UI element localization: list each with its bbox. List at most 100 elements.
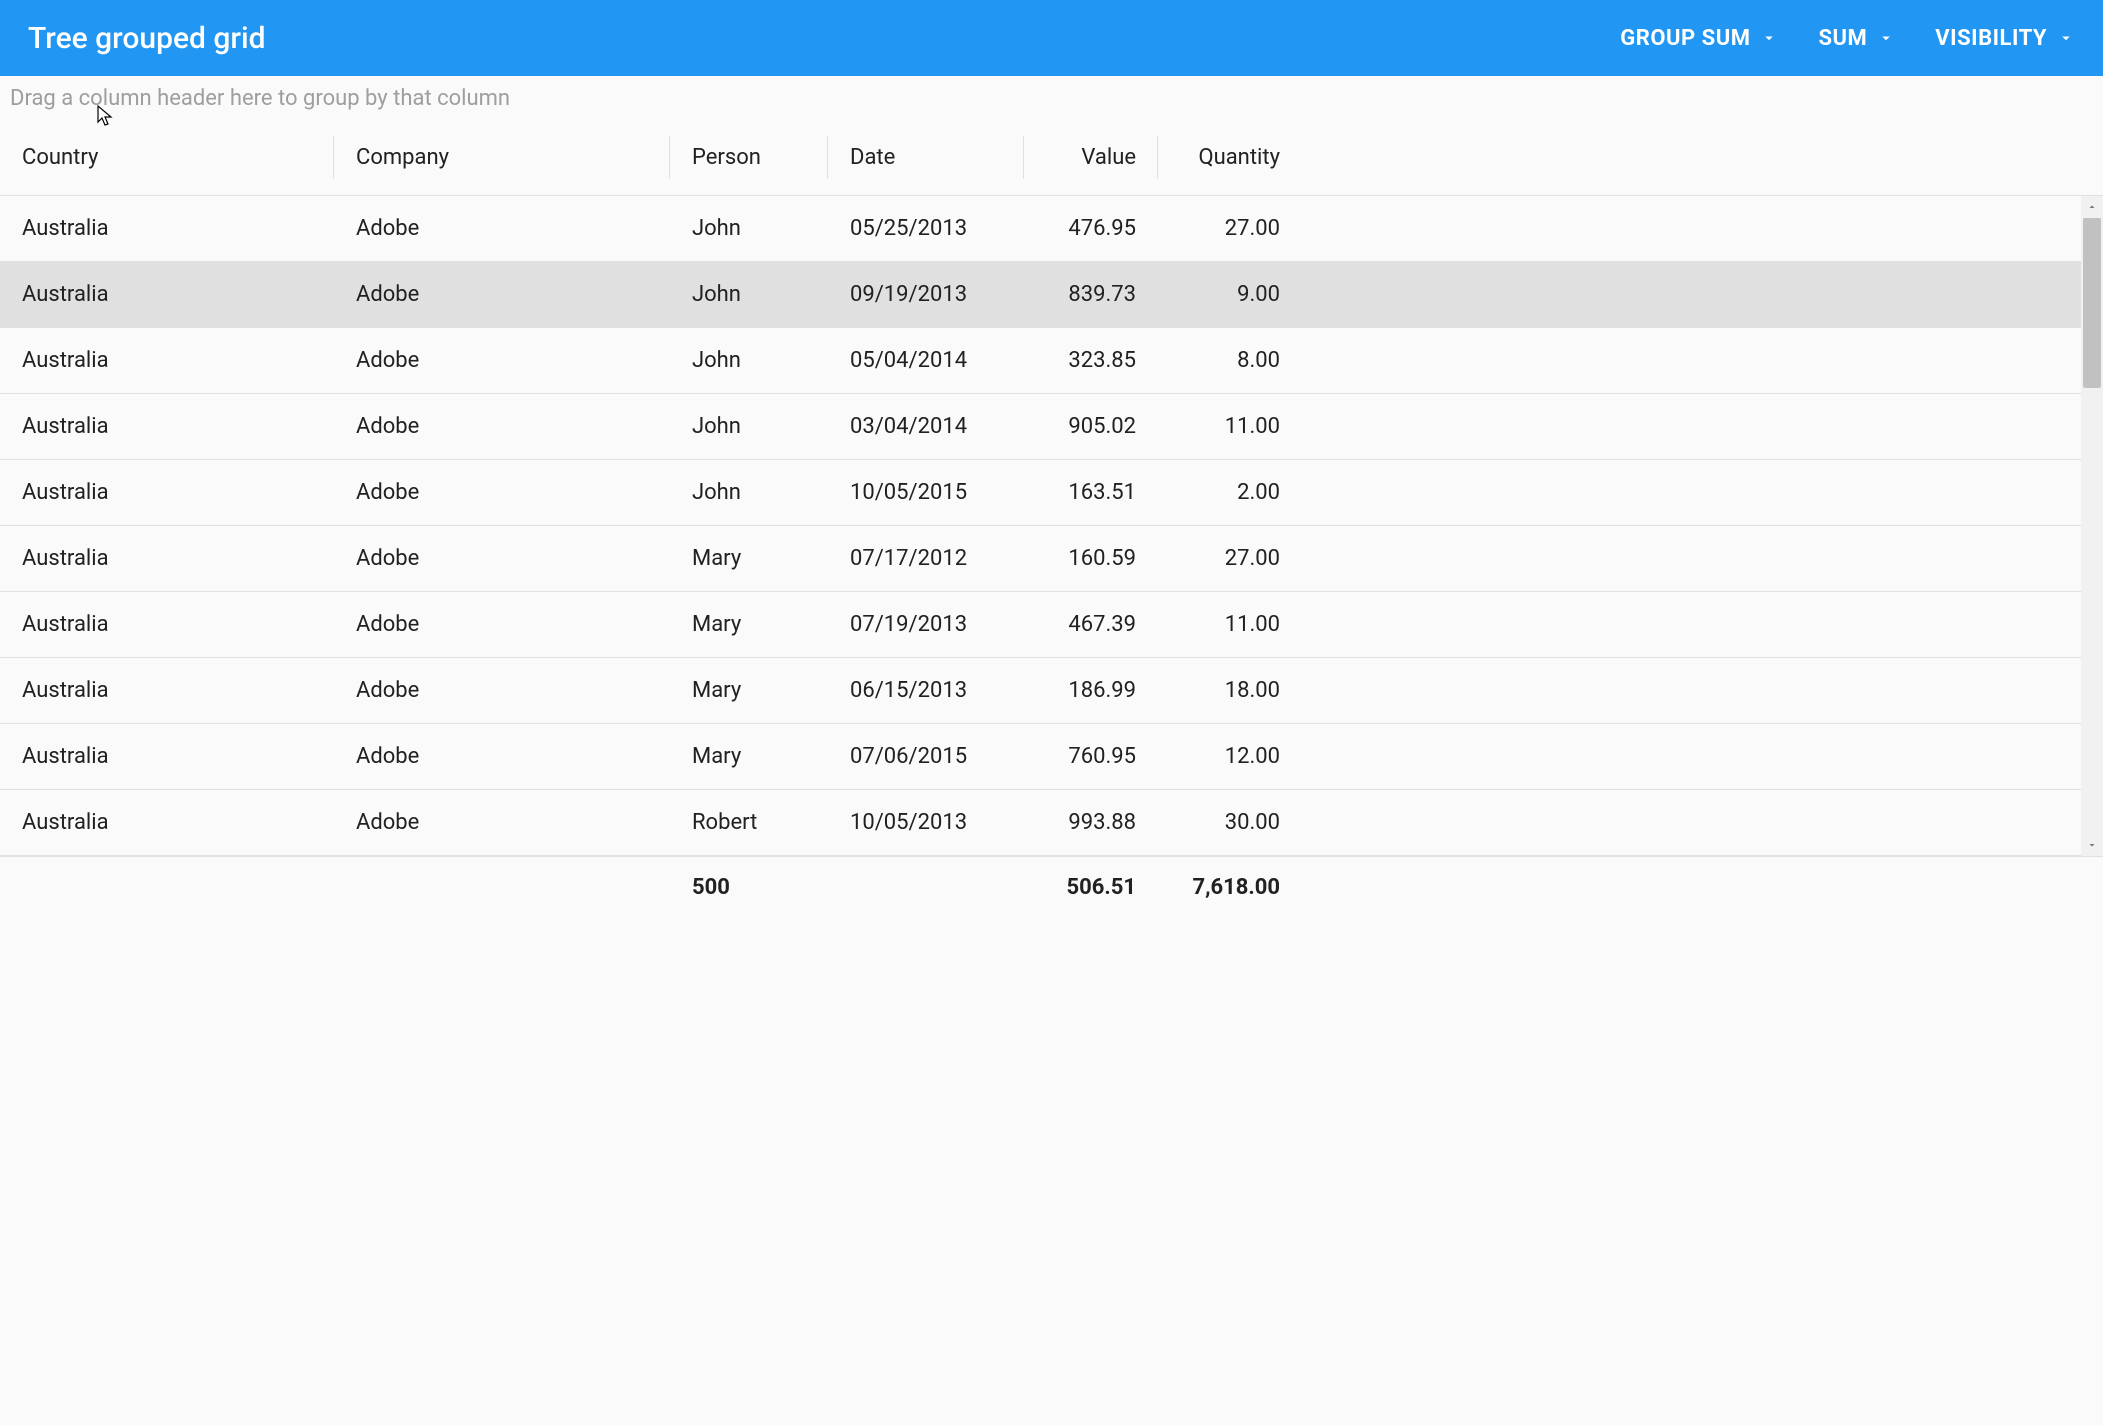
- cell-quantity: 27.00: [1158, 546, 1302, 571]
- cell-country: Australia: [0, 546, 334, 571]
- cell-date: 03/04/2014: [828, 414, 1024, 439]
- cell-value: 905.02: [1024, 414, 1158, 439]
- column-header-country[interactable]: Country: [0, 120, 334, 195]
- group-by-placeholder: Drag a column header here to group by th…: [10, 86, 510, 111]
- cell-date: 07/17/2012: [828, 546, 1024, 571]
- summary-person: 500: [670, 875, 828, 900]
- dropdown-icon: [1760, 29, 1778, 47]
- dropdown-icon: [1877, 29, 1895, 47]
- visibility-label: VISIBILITY: [1935, 26, 2047, 51]
- cell-person: John: [670, 348, 828, 373]
- cell-value: 160.59: [1024, 546, 1158, 571]
- cell-value: 467.39: [1024, 612, 1158, 637]
- table-row[interactable]: AustraliaAdobeJohn03/04/2014905.0211.00: [0, 394, 2103, 460]
- cell-person: Mary: [670, 678, 828, 703]
- scroll-thumb[interactable]: [2083, 218, 2101, 388]
- cell-date: 09/19/2013: [828, 282, 1024, 307]
- table-row[interactable]: AustraliaAdobeMary07/19/2013467.3911.00: [0, 592, 2103, 658]
- cell-country: Australia: [0, 612, 334, 637]
- cell-quantity: 2.00: [1158, 480, 1302, 505]
- cell-country: Australia: [0, 216, 334, 241]
- cell-country: Australia: [0, 282, 334, 307]
- cell-value: 323.85: [1024, 348, 1158, 373]
- table-row[interactable]: AustraliaAdobeJohn10/05/2015163.512.00: [0, 460, 2103, 526]
- dropdown-icon: [2057, 29, 2075, 47]
- scroll-track[interactable]: [2081, 218, 2103, 834]
- group-by-bar[interactable]: Drag a column header here to group by th…: [0, 76, 2103, 120]
- table-row[interactable]: AustraliaAdobeRobert10/05/2013993.8830.0…: [0, 790, 2103, 856]
- cell-company: Adobe: [334, 546, 670, 571]
- group-sum-button[interactable]: GROUP SUM: [1620, 26, 1778, 51]
- column-header-date[interactable]: Date: [828, 120, 1024, 195]
- cell-quantity: 27.00: [1158, 216, 1302, 241]
- cell-person: Robert: [670, 810, 828, 835]
- cell-date: 07/19/2013: [828, 612, 1024, 637]
- table-row[interactable]: AustraliaAdobeMary07/06/2015760.9512.00: [0, 724, 2103, 790]
- cell-company: Adobe: [334, 282, 670, 307]
- cell-company: Adobe: [334, 480, 670, 505]
- cell-person: John: [670, 480, 828, 505]
- group-sum-label: GROUP SUM: [1620, 26, 1750, 51]
- cell-company: Adobe: [334, 414, 670, 439]
- grid: Country Company Person Date Value Quanti…: [0, 120, 2103, 918]
- cell-value: 760.95: [1024, 744, 1158, 769]
- vertical-scrollbar[interactable]: [2081, 196, 2103, 856]
- cell-value: 476.95: [1024, 216, 1158, 241]
- table-row[interactable]: AustraliaAdobeJohn05/04/2014323.858.00: [0, 328, 2103, 394]
- cell-person: John: [670, 216, 828, 241]
- cell-person: John: [670, 414, 828, 439]
- column-header-quantity[interactable]: Quantity: [1158, 120, 1302, 195]
- table-row[interactable]: AustraliaAdobeMary07/17/2012160.5927.00: [0, 526, 2103, 592]
- column-header-person[interactable]: Person: [670, 120, 828, 195]
- cell-date: 05/25/2013: [828, 216, 1024, 241]
- cell-date: 05/04/2014: [828, 348, 1024, 373]
- grid-body: AustraliaAdobeJohn05/25/2013476.9527.00A…: [0, 196, 2103, 856]
- cell-value: 163.51: [1024, 480, 1158, 505]
- cell-quantity: 11.00: [1158, 612, 1302, 637]
- cell-country: Australia: [0, 414, 334, 439]
- cell-date: 10/05/2015: [828, 480, 1024, 505]
- cell-country: Australia: [0, 678, 334, 703]
- summary-row: 500 506.51 7,618.00: [0, 856, 2103, 918]
- table-row[interactable]: AustraliaAdobeJohn05/25/2013476.9527.00: [0, 196, 2103, 262]
- summary-quantity: 7,618.00: [1158, 875, 1302, 900]
- table-row[interactable]: AustraliaAdobeMary06/15/2013186.9918.00: [0, 658, 2103, 724]
- scroll-down-arrow[interactable]: [2081, 834, 2103, 856]
- cell-country: Australia: [0, 348, 334, 373]
- header-row: Country Company Person Date Value Quanti…: [0, 120, 2103, 196]
- cell-person: Mary: [670, 546, 828, 571]
- cell-country: Australia: [0, 480, 334, 505]
- cell-company: Adobe: [334, 744, 670, 769]
- cell-company: Adobe: [334, 348, 670, 373]
- cell-quantity: 11.00: [1158, 414, 1302, 439]
- cell-person: Mary: [670, 744, 828, 769]
- cell-value: 186.99: [1024, 678, 1158, 703]
- cell-quantity: 30.00: [1158, 810, 1302, 835]
- cell-person: John: [670, 282, 828, 307]
- visibility-button[interactable]: VISIBILITY: [1935, 26, 2075, 51]
- sum-button[interactable]: SUM: [1818, 26, 1895, 51]
- cell-company: Adobe: [334, 612, 670, 637]
- cell-quantity: 18.00: [1158, 678, 1302, 703]
- toolbar-title: Tree grouped grid: [28, 21, 1620, 56]
- cell-country: Australia: [0, 744, 334, 769]
- cell-quantity: 8.00: [1158, 348, 1302, 373]
- toolbar-buttons: GROUP SUM SUM VISIBILITY: [1620, 26, 2075, 51]
- cell-value: 993.88: [1024, 810, 1158, 835]
- cell-company: Adobe: [334, 678, 670, 703]
- cell-quantity: 12.00: [1158, 744, 1302, 769]
- cell-quantity: 9.00: [1158, 282, 1302, 307]
- summary-value: 506.51: [1024, 875, 1158, 900]
- cell-company: Adobe: [334, 216, 670, 241]
- cell-date: 10/05/2013: [828, 810, 1024, 835]
- cell-person: Mary: [670, 612, 828, 637]
- cell-country: Australia: [0, 810, 334, 835]
- cell-company: Adobe: [334, 810, 670, 835]
- sum-label: SUM: [1818, 26, 1867, 51]
- cell-date: 06/15/2013: [828, 678, 1024, 703]
- column-header-company[interactable]: Company: [334, 120, 670, 195]
- cell-value: 839.73: [1024, 282, 1158, 307]
- column-header-value[interactable]: Value: [1024, 120, 1158, 195]
- table-row[interactable]: AustraliaAdobeJohn09/19/2013839.739.00: [0, 262, 2103, 328]
- scroll-up-arrow[interactable]: [2081, 196, 2103, 218]
